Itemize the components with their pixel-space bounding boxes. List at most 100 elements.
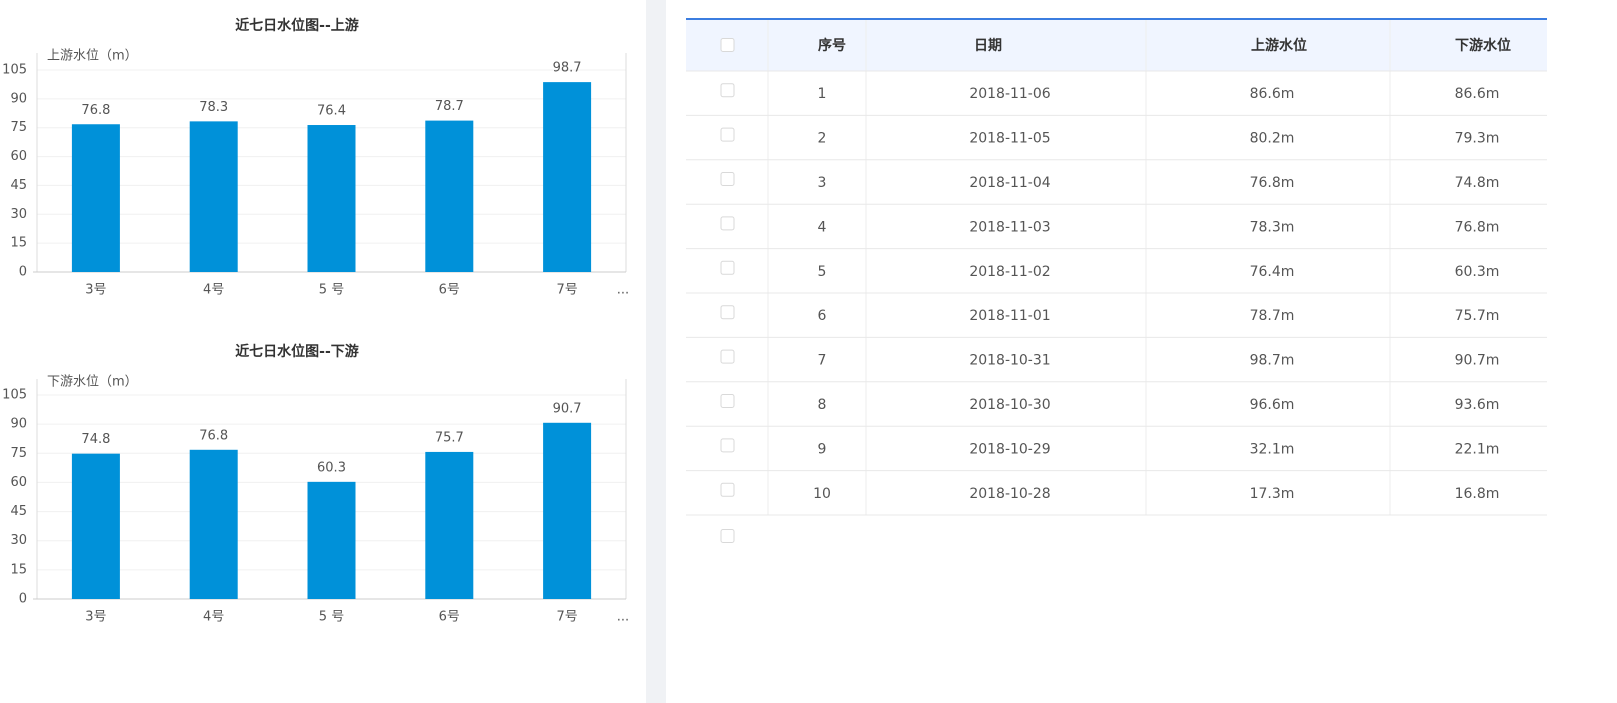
table-cell: 76.8m <box>1250 175 1295 191</box>
table-cell: 32.1m <box>1250 441 1295 457</box>
y-axis-label: 下游水位（m） <box>47 375 138 390</box>
table-cell: 2 <box>818 131 827 147</box>
table-cell: 5 <box>818 264 827 280</box>
bar <box>71 124 120 272</box>
table-cell: 2018-11-05 <box>969 131 1050 147</box>
bar <box>307 125 356 272</box>
table-cell: 2018-10-28 <box>969 486 1050 502</box>
bar <box>71 453 120 599</box>
row-checkbox[interactable] <box>720 394 735 408</box>
y-tick-label: 45 <box>10 178 27 193</box>
value-label: 74.8 <box>81 432 110 447</box>
x-tick-label: 7号 <box>556 610 577 625</box>
value-label: 60.3 <box>317 460 346 475</box>
table-cell: 76.4m <box>1250 264 1295 280</box>
table-cell: 1 <box>818 86 827 102</box>
table-cell: 79.3m <box>1455 131 1500 147</box>
table-cell: 7 <box>818 353 827 369</box>
table-cell: 2018-11-03 <box>969 219 1050 235</box>
table-cell: 2018-10-30 <box>969 397 1050 413</box>
y-tick-label: 15 <box>10 562 27 577</box>
x-tick-label: 6号 <box>439 283 460 298</box>
table-cell: 8 <box>818 397 827 413</box>
table-cell: 9 <box>818 441 827 457</box>
bar <box>425 451 474 599</box>
y-tick-label: 15 <box>10 236 27 251</box>
y-tick-label: 105 <box>2 63 27 78</box>
x-tick-label: 5 号 <box>319 610 344 625</box>
table-cell: 2018-10-31 <box>969 353 1050 369</box>
y-tick-label: 60 <box>10 149 27 164</box>
y-tick-label: 105 <box>2 388 27 403</box>
value-label: 90.7 <box>553 401 582 416</box>
y-axis-label: 上游水位（m） <box>47 49 138 64</box>
table-cell: 2018-11-01 <box>969 308 1050 324</box>
table-cell: 10 <box>813 486 831 502</box>
table-cell: 78.3m <box>1250 219 1295 235</box>
row-checkbox[interactable] <box>720 127 735 142</box>
table-cell: 90.7m <box>1455 353 1500 369</box>
y-tick-label: 90 <box>10 417 27 432</box>
row-checkbox[interactable] <box>720 482 735 497</box>
table-cell: 96.6m <box>1250 397 1295 413</box>
value-label: 98.7 <box>553 61 582 76</box>
x-tick-label: 3号 <box>85 610 106 625</box>
x-tick-label: 4号 <box>203 283 224 298</box>
table-cell: 75.7m <box>1455 308 1500 324</box>
column-header: 下游水位 <box>1455 37 1511 54</box>
column-header: 上游水位 <box>1251 37 1307 54</box>
axis-more: ... <box>617 610 629 625</box>
row-checkbox[interactable] <box>720 216 735 231</box>
table-cell: 93.6m <box>1455 397 1500 413</box>
y-tick-label: 0 <box>19 592 27 607</box>
table-cell: 17.3m <box>1250 486 1295 502</box>
table-cell: 78.7m <box>1250 308 1295 324</box>
y-tick-label: 30 <box>10 533 27 548</box>
divider <box>646 0 666 703</box>
row-checkbox[interactable] <box>720 83 735 98</box>
footer-checkbox[interactable] <box>720 529 735 543</box>
table-cell: 60.3m <box>1455 264 1500 280</box>
bar <box>189 449 238 599</box>
table-cell: 2018-10-29 <box>969 441 1050 457</box>
chart-title: 近七日水位图--下游 <box>235 343 359 360</box>
table-cell: 16.8m <box>1455 486 1500 502</box>
table-cell: 74.8m <box>1455 175 1500 191</box>
table-cell: 2018-11-06 <box>969 86 1050 102</box>
y-tick-label: 75 <box>10 120 27 135</box>
row-checkbox[interactable] <box>720 305 735 320</box>
y-tick-label: 60 <box>10 475 27 490</box>
table-cell: 86.6m <box>1250 86 1295 102</box>
bar <box>543 422 592 599</box>
value-label: 76.8 <box>81 103 110 118</box>
bar <box>307 481 356 599</box>
table-cell: 76.8m <box>1455 219 1500 235</box>
x-tick-label: 6号 <box>439 610 460 625</box>
x-tick-label: 7号 <box>556 283 577 298</box>
value-label: 78.7 <box>435 99 464 114</box>
bar <box>425 120 474 272</box>
table-header-bg <box>686 19 1547 71</box>
header-checkbox[interactable] <box>720 38 735 52</box>
row-checkbox[interactable] <box>720 260 735 275</box>
table-cell: 98.7m <box>1250 353 1295 369</box>
y-tick-label: 90 <box>10 91 27 106</box>
axis-more: ... <box>617 283 629 298</box>
table-cell: 4 <box>818 219 827 235</box>
y-tick-label: 30 <box>10 207 27 222</box>
table-cell: 2018-11-02 <box>969 264 1050 280</box>
x-tick-label: 5 号 <box>319 283 344 298</box>
row-checkbox[interactable] <box>720 438 735 453</box>
y-tick-label: 75 <box>10 446 27 461</box>
table-cell: 3 <box>818 175 827 191</box>
column-header: 日期 <box>974 38 1002 54</box>
value-label: 76.4 <box>317 104 346 119</box>
x-tick-label: 3号 <box>85 283 106 298</box>
value-label: 78.3 <box>199 100 228 115</box>
row-checkbox[interactable] <box>720 349 735 364</box>
row-checkbox[interactable] <box>720 172 735 186</box>
y-tick-label: 0 <box>19 265 27 280</box>
bar <box>543 82 592 273</box>
